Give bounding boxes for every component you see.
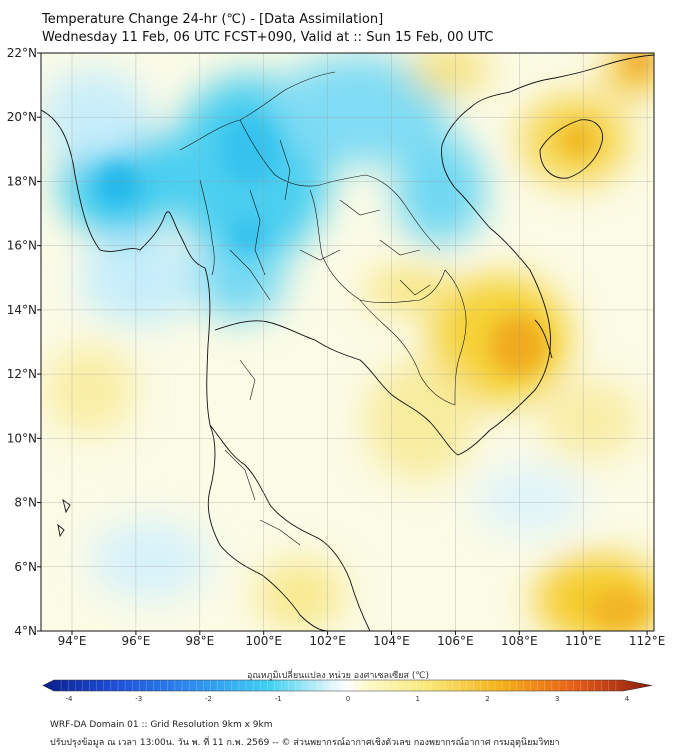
footer-credit: ปรับปรุงข้อมูล ณ เวลา 13:00น. วัน พ. ที่…	[50, 738, 560, 748]
cold-anomaly	[80, 235, 200, 325]
warm-anomaly-core	[560, 122, 596, 158]
chart-title: Temperature Change 24-hr (℃) - [Data Ass…	[42, 12, 384, 27]
lon-tick-label: 94°E	[58, 634, 87, 648]
cold-anomaly-core	[96, 162, 140, 206]
cold-anomaly	[195, 240, 285, 320]
lat-tick-label: 10°N	[7, 431, 37, 445]
warm-anomaly	[255, 560, 345, 630]
warm-anomaly-core	[590, 590, 650, 630]
lon-tick-label: 108°E	[501, 634, 538, 648]
lon-tick-label: 100°E	[245, 634, 282, 648]
lon-tick-label: 104°E	[373, 634, 410, 648]
lat-tick-label: 18°N	[7, 174, 37, 188]
coastline-south-china	[509, 54, 654, 93]
colorbar: -4 -3 -2 -1 0 1 2 3 4	[42, 679, 653, 703]
warm-anomaly	[365, 360, 475, 480]
colorbar-tick-label: 4	[625, 695, 630, 703]
lon-tick-label: 98°E	[185, 634, 214, 648]
colorbar-label: อุณหภูมิเปลี่ยนแปลง หน่วย องศาเซลเซียส (…	[246, 671, 430, 681]
cold-anomaly	[270, 55, 450, 165]
lat-tick-label: 16°N	[7, 239, 37, 253]
colorbar-tick-label: 1	[416, 695, 420, 703]
warm-anomaly	[540, 380, 640, 460]
colorbar-tick-label: -4	[66, 695, 74, 703]
warm-anomaly	[410, 53, 490, 95]
map-frame	[40, 52, 655, 632]
coastline-peninsula-east	[209, 424, 371, 631]
latitude-axis: 22°N 20°N 18°N 16°N 14°N 12°N 10°N 8°N 6°N 4°N	[7, 46, 41, 638]
colorbar-tick-label: 0	[346, 695, 350, 703]
cold-anomaly	[395, 135, 485, 245]
colorbar-tick-label: -2	[205, 695, 212, 703]
lon-tick-label: 102°E	[309, 634, 346, 648]
border	[309, 189, 446, 304]
cold-anomaly-core	[220, 115, 280, 185]
colorbar-tick-label: -3	[135, 695, 142, 703]
longitude-axis: 94°E 96°E 98°E 100°E 102°E 104°E 106°E 108°E 110…	[58, 631, 666, 648]
border	[199, 179, 215, 276]
colorbar-tick-label: -1	[275, 695, 282, 703]
lon-tick-label: 106°E	[437, 634, 474, 648]
border	[179, 71, 336, 151]
lat-tick-label: 12°N	[7, 367, 37, 381]
cold-anomaly	[475, 465, 585, 535]
coastline-west	[41, 109, 329, 631]
graticule	[41, 52, 654, 632]
lat-tick-label: 4°N	[14, 624, 37, 638]
footer-model-info: WRF-DA Domain 01 :: Grid Resolution 9km …	[50, 720, 273, 730]
warm-anomaly-core	[490, 315, 546, 375]
temperature-field	[41, 53, 654, 631]
cold-anomaly	[90, 520, 210, 600]
lon-tick-label: 110°E	[565, 634, 602, 648]
lat-tick-label: 8°N	[14, 496, 37, 510]
chart-subtitle: Wednesday 11 Feb, 06 UTC FCST+090, Valid…	[42, 30, 494, 45]
coastline-detail	[534, 319, 553, 359]
colorbar-ticks: -4 -3 -2 -1 0 1 2 3 4	[66, 695, 630, 703]
lat-tick-label: 20°N	[7, 110, 37, 124]
warm-anomaly	[45, 345, 135, 435]
lat-tick-label: 6°N	[14, 560, 37, 574]
border	[239, 119, 441, 251]
colorbar-segments	[60, 680, 617, 691]
colorbar-tick-label: 2	[485, 695, 489, 703]
lat-tick-label: 14°N	[7, 303, 37, 317]
lon-tick-label: 112°E	[629, 634, 666, 648]
lat-tick-label: 22°N	[7, 46, 37, 60]
cold-anomaly-core	[228, 215, 268, 255]
colorbar-bar	[42, 679, 653, 692]
cold-anomaly	[41, 70, 150, 160]
coastline-indochina	[214, 91, 551, 456]
colorbar-tick-label: 3	[555, 695, 559, 703]
province-borders	[224, 139, 431, 546]
border	[359, 299, 456, 406]
country-borders	[179, 71, 467, 546]
hainan-island	[539, 119, 603, 179]
lon-tick-label: 96°E	[121, 634, 150, 648]
coastlines	[41, 54, 654, 631]
